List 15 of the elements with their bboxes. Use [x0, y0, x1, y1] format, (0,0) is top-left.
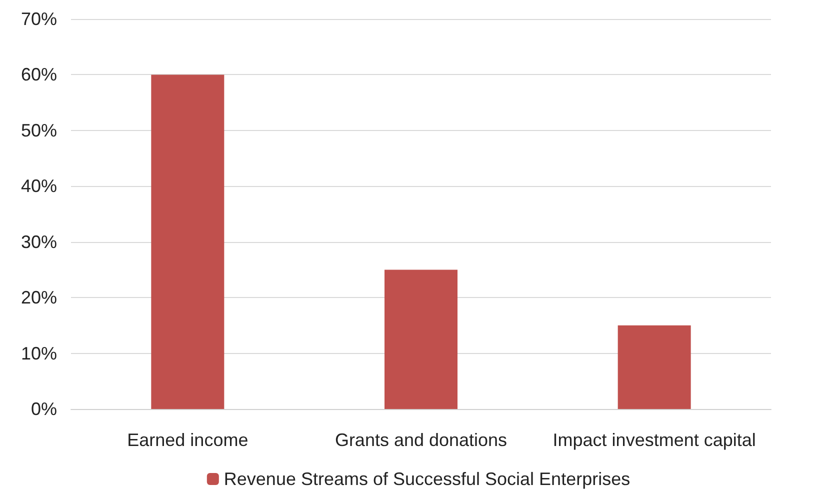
y-tick-label: 30%: [20, 232, 57, 252]
legend-label: Revenue Streams of Successful Social Enterprises: [224, 469, 630, 489]
y-tick-label: 50%: [20, 120, 57, 140]
y-tick-label: 70%: [20, 9, 57, 29]
y-tick-label: 20%: [20, 288, 57, 308]
y-tick-label: 40%: [20, 176, 57, 196]
bar: [384, 270, 458, 409]
y-tick-label: 60%: [20, 64, 57, 85]
y-tick-label: 0%: [30, 399, 57, 419]
bar: [618, 325, 691, 409]
x-tick-label: Earned income: [127, 430, 248, 450]
y-tick-label: 10%: [20, 343, 57, 364]
x-tick-label: Impact investment capital: [552, 430, 756, 450]
bar: [151, 74, 224, 409]
x-tick-label: Grants and donations: [334, 430, 508, 450]
